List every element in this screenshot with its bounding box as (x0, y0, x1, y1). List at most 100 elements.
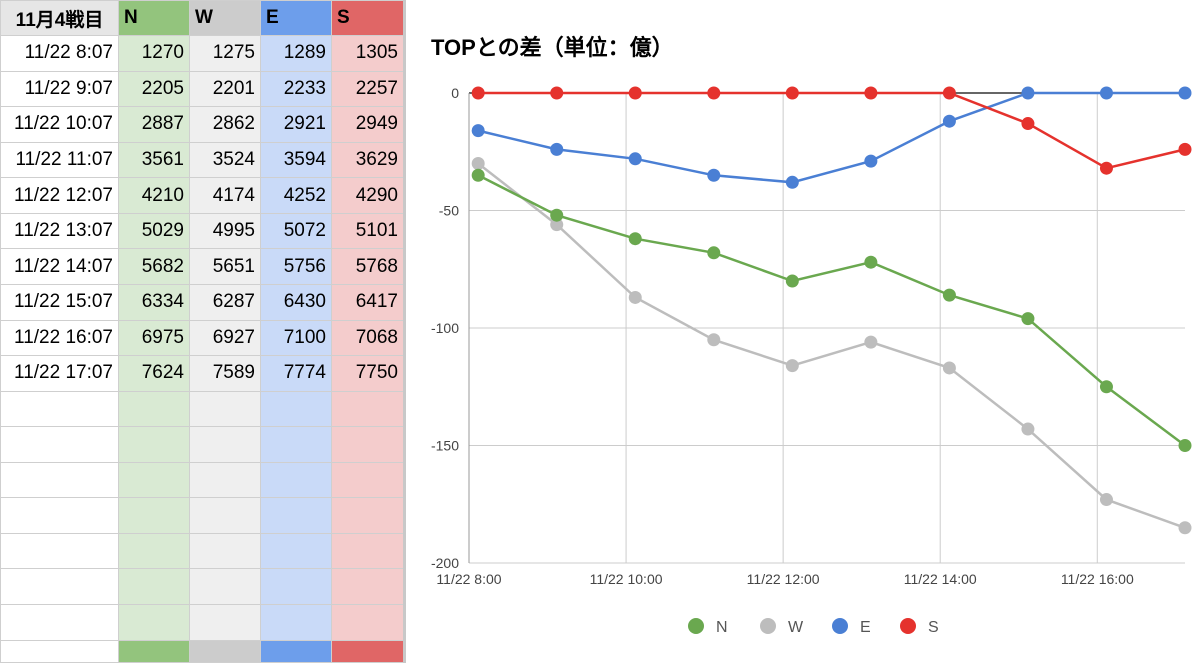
value-cell-n[interactable]: 5682 (118, 248, 190, 285)
value-cell-w[interactable]: 4174 (189, 177, 261, 214)
time-cell[interactable] (0, 461, 119, 499)
value-cell-e[interactable] (260, 497, 332, 534)
value-cell-w[interactable]: 6927 (189, 319, 261, 357)
value-cell-n[interactable] (118, 497, 190, 534)
value-cell-n[interactable] (118, 390, 190, 428)
time-cell[interactable] (0, 497, 119, 534)
data-point-e (942, 114, 956, 128)
value-cell-w[interactable]: 2862 (189, 106, 261, 143)
time-cell[interactable]: 11/22 8:07 (0, 35, 119, 72)
value-cell-n[interactable] (118, 639, 190, 663)
value-cell-w[interactable] (189, 390, 261, 428)
time-cell[interactable] (0, 532, 119, 570)
legend-marker-e (832, 618, 848, 634)
value-cell-w[interactable]: 2201 (189, 70, 261, 108)
value-cell-s[interactable] (331, 639, 404, 663)
value-cell-e[interactable]: 7774 (260, 355, 332, 392)
value-cell-s[interactable] (331, 532, 404, 570)
time-cell[interactable] (0, 604, 119, 641)
value-cell-w[interactable]: 7589 (189, 355, 261, 392)
header-time-cell[interactable]: 11月4戦目 (0, 0, 119, 36)
value-cell-e[interactable]: 2233 (260, 70, 332, 108)
value-cell-w[interactable] (189, 604, 261, 641)
value-cell-s[interactable] (331, 390, 404, 428)
value-cell-n[interactable] (118, 461, 190, 499)
value-cell-s[interactable]: 2257 (331, 70, 404, 108)
value-cell-s[interactable]: 7750 (331, 355, 404, 392)
time-cell[interactable]: 11/22 17:07 (0, 355, 119, 392)
value-cell-n[interactable]: 3561 (118, 141, 190, 179)
value-cell-s[interactable]: 6417 (331, 283, 404, 321)
value-cell-e[interactable] (260, 639, 332, 663)
time-cell[interactable] (0, 639, 119, 663)
value-cell-e[interactable]: 5072 (260, 212, 332, 250)
value-cell-n[interactable]: 5029 (118, 212, 190, 250)
value-cell-w[interactable]: 1275 (189, 35, 261, 72)
value-cell-w[interactable] (189, 532, 261, 570)
value-cell-w[interactable] (189, 426, 261, 463)
value-cell-e[interactable]: 3594 (260, 141, 332, 179)
header-col-e[interactable]: E (260, 0, 332, 36)
value-cell-s[interactable]: 2949 (331, 106, 404, 143)
value-cell-w[interactable] (189, 639, 261, 663)
value-cell-s[interactable]: 4290 (331, 177, 404, 214)
value-cell-e[interactable]: 7100 (260, 319, 332, 357)
time-cell[interactable]: 11/22 12:07 (0, 177, 119, 214)
value-cell-n[interactable]: 2205 (118, 70, 190, 108)
value-cell-n[interactable] (118, 426, 190, 463)
value-cell-s[interactable]: 5768 (331, 248, 404, 285)
value-cell-s[interactable] (331, 568, 404, 605)
time-cell[interactable] (0, 568, 119, 605)
value-cell-s[interactable] (331, 426, 404, 463)
value-cell-n[interactable]: 1270 (118, 35, 190, 72)
time-cell[interactable] (0, 390, 119, 428)
time-cell[interactable] (0, 426, 119, 463)
time-cell[interactable]: 11/22 11:07 (0, 141, 119, 179)
value-cell-w[interactable] (189, 568, 261, 605)
value-cell-e[interactable]: 4252 (260, 177, 332, 214)
value-cell-n[interactable]: 6334 (118, 283, 190, 321)
value-cell-s[interactable] (331, 497, 404, 534)
value-cell-w[interactable] (189, 461, 261, 499)
legend-marker-w (760, 618, 776, 634)
value-cell-n[interactable] (118, 532, 190, 570)
header-col-w[interactable]: W (189, 0, 261, 36)
value-cell-w[interactable] (189, 497, 261, 534)
value-cell-w[interactable]: 3524 (189, 141, 261, 179)
value-cell-s[interactable]: 7068 (331, 319, 404, 357)
sheet-body: 11/22 8:07 1270 1275 1289 1305 11/22 9:07 2205… (0, 35, 404, 663)
value-cell-w[interactable]: 4995 (189, 212, 261, 250)
value-cell-e[interactable] (260, 568, 332, 605)
value-cell-s[interactable]: 5101 (331, 212, 404, 250)
pane-divider[interactable] (403, 0, 406, 663)
value-cell-n[interactable]: 6975 (118, 319, 190, 357)
value-cell-e[interactable]: 5756 (260, 248, 332, 285)
time-cell[interactable]: 11/22 10:07 (0, 106, 119, 143)
time-cell[interactable]: 11/22 14:07 (0, 248, 119, 285)
value-cell-n[interactable]: 2887 (118, 106, 190, 143)
value-cell-w[interactable]: 6287 (189, 283, 261, 321)
value-cell-e[interactable] (260, 461, 332, 499)
header-col-n[interactable]: N (118, 0, 190, 36)
value-cell-n[interactable] (118, 604, 190, 641)
value-cell-w[interactable]: 5651 (189, 248, 261, 285)
value-cell-e[interactable]: 6430 (260, 283, 332, 321)
value-cell-e[interactable]: 1289 (260, 35, 332, 72)
value-cell-n[interactable]: 4210 (118, 177, 190, 214)
time-cell[interactable]: 11/22 16:07 (0, 319, 119, 357)
value-cell-s[interactable] (331, 461, 404, 499)
value-cell-n[interactable]: 7624 (118, 355, 190, 392)
time-cell[interactable]: 11/22 15:07 (0, 283, 119, 321)
time-cell[interactable]: 11/22 13:07 (0, 212, 119, 250)
value-cell-e[interactable] (260, 604, 332, 641)
header-col-s[interactable]: S (331, 0, 404, 36)
value-cell-e[interactable] (260, 426, 332, 463)
value-cell-s[interactable]: 3629 (331, 141, 404, 179)
value-cell-s[interactable] (331, 604, 404, 641)
value-cell-e[interactable]: 2921 (260, 106, 332, 143)
time-cell[interactable]: 11/22 9:07 (0, 70, 119, 108)
value-cell-n[interactable] (118, 568, 190, 605)
value-cell-e[interactable] (260, 390, 332, 428)
value-cell-e[interactable] (260, 532, 332, 570)
value-cell-s[interactable]: 1305 (331, 35, 404, 72)
